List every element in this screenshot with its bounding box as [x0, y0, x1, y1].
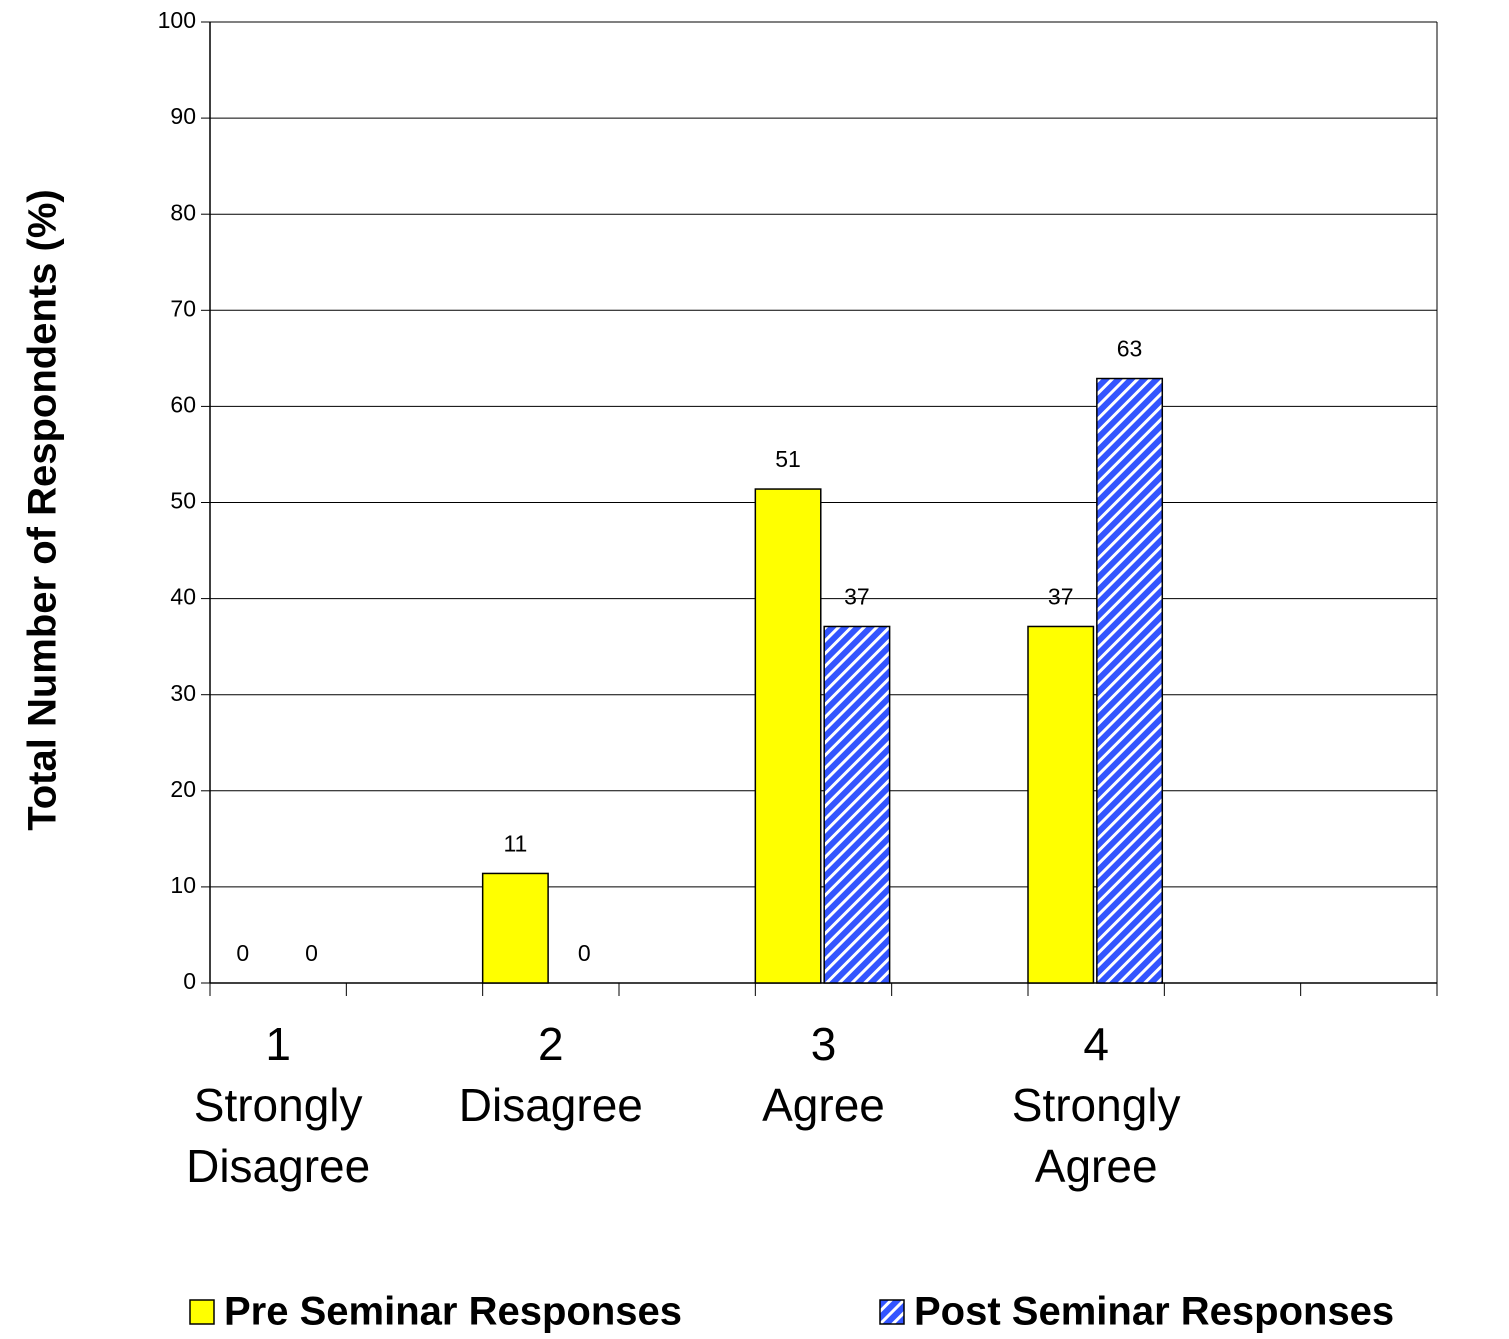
x-tick-label: Disagree: [459, 1079, 643, 1131]
y-tick-label: 70: [170, 295, 196, 321]
x-tick-label: 4: [1083, 1018, 1109, 1070]
bar: [481, 872, 549, 984]
value-label: 0: [578, 940, 591, 966]
x-tick-label: Strongly: [1012, 1079, 1181, 1131]
legend-label: Pre Seminar Responses: [224, 1290, 682, 1334]
y-tick-label: 20: [170, 776, 196, 802]
x-tick-label: 3: [811, 1018, 837, 1070]
y-tick-label: 10: [170, 872, 196, 898]
bar: [1027, 625, 1095, 984]
value-label: 0: [305, 940, 318, 966]
x-tick-label: Strongly: [194, 1079, 363, 1131]
bar: [1096, 377, 1164, 984]
value-label: 51: [775, 446, 801, 472]
x-tick-label: Agree: [762, 1079, 885, 1131]
value-label: 37: [1048, 584, 1074, 610]
value-label: 37: [844, 584, 870, 610]
y-axis-title: Total Number of Respondents (%): [21, 189, 65, 830]
x-tick-label: 2: [538, 1018, 564, 1070]
value-label: 63: [1117, 336, 1143, 362]
x-tick-label: 1: [265, 1018, 291, 1070]
x-tick-label: Agree: [1035, 1140, 1158, 1192]
y-tick-label: 30: [170, 680, 196, 706]
value-label: 0: [236, 940, 249, 966]
legend-swatch: [879, 1299, 905, 1325]
y-tick-label: 50: [170, 488, 196, 514]
x-tick-label: Disagree: [186, 1140, 370, 1192]
y-tick-label: 80: [170, 199, 196, 225]
y-tick-label: 90: [170, 103, 196, 129]
y-tick-label: 0: [183, 968, 196, 994]
value-label: 11: [503, 831, 527, 857]
legend-swatch: [189, 1299, 215, 1325]
legend-label: Post Seminar Responses: [914, 1290, 1394, 1334]
bar: [823, 625, 891, 984]
bar: [754, 488, 822, 984]
y-tick-label: 60: [170, 391, 196, 417]
y-tick-label: 100: [158, 7, 196, 33]
y-tick-label: 40: [170, 584, 196, 610]
